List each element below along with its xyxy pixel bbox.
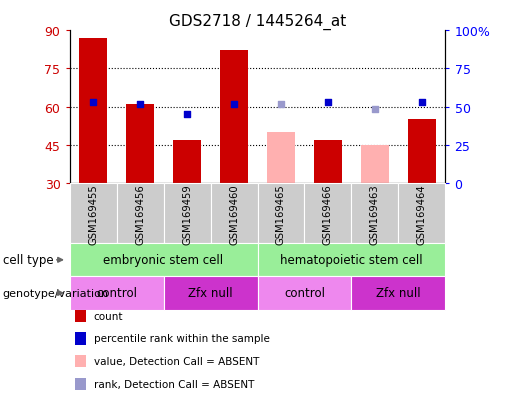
Text: Zfx null: Zfx null (376, 287, 421, 300)
Bar (126, 105, 154, 184)
Text: genotype/variation: genotype/variation (3, 288, 109, 298)
Text: GSM169463: GSM169463 (370, 183, 380, 244)
Bar (361, 145, 389, 184)
Text: GSM169456: GSM169456 (135, 183, 145, 244)
Text: GSM169465: GSM169465 (276, 183, 286, 244)
Point (371, 107, 379, 113)
Bar (220, 51, 248, 184)
Point (136, 102, 144, 108)
Text: cell type: cell type (3, 254, 53, 267)
Text: percentile rank within the sample: percentile rank within the sample (94, 334, 270, 344)
Point (418, 99, 426, 106)
Bar (173, 140, 201, 184)
Text: rank, Detection Call = ABSENT: rank, Detection Call = ABSENT (94, 379, 254, 389)
Bar (79, 39, 107, 184)
Text: GSM169464: GSM169464 (417, 183, 427, 244)
Point (89, 99, 97, 106)
Bar (267, 133, 295, 184)
Text: count: count (94, 311, 123, 321)
Point (324, 99, 332, 106)
Text: control: control (96, 287, 137, 300)
Text: GSM169455: GSM169455 (88, 183, 98, 244)
Text: Zfx null: Zfx null (188, 287, 233, 300)
Text: control: control (284, 287, 325, 300)
Text: GSM169466: GSM169466 (323, 183, 333, 244)
Point (277, 102, 285, 108)
Text: embryonic stem cell: embryonic stem cell (104, 254, 224, 267)
Text: value, Detection Call = ABSENT: value, Detection Call = ABSENT (94, 356, 259, 366)
Point (230, 102, 238, 108)
Title: GDS2718 / 1445264_at: GDS2718 / 1445264_at (169, 14, 346, 30)
Text: hematopoietic stem cell: hematopoietic stem cell (280, 254, 423, 267)
Text: GSM169460: GSM169460 (229, 183, 239, 244)
Bar (314, 140, 342, 184)
Bar (408, 120, 436, 184)
Text: GSM169459: GSM169459 (182, 183, 192, 244)
Point (183, 112, 191, 118)
